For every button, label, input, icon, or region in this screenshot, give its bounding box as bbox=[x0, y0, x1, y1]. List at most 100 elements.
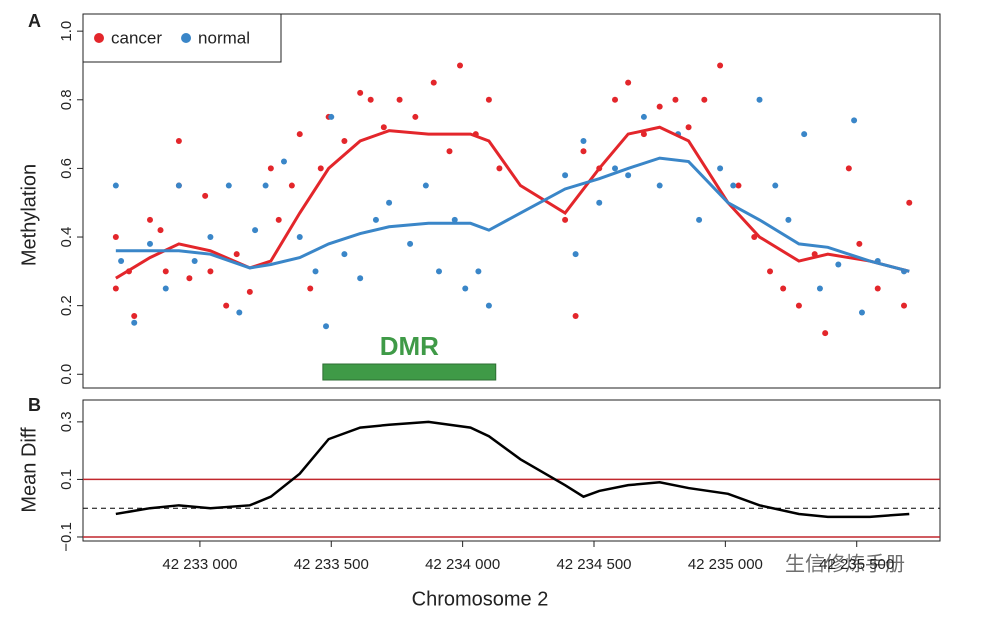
y-axis-title: Methylation bbox=[18, 164, 40, 266]
data-point bbox=[323, 323, 330, 330]
data-point bbox=[562, 216, 569, 223]
data-point bbox=[328, 113, 335, 120]
panel-label: B bbox=[28, 395, 41, 415]
data-point bbox=[380, 124, 387, 131]
data-point bbox=[207, 268, 214, 275]
legend-label: normal bbox=[198, 28, 250, 47]
data-point bbox=[451, 216, 458, 223]
data-point bbox=[475, 268, 482, 275]
data-point bbox=[767, 268, 774, 275]
data-point bbox=[735, 182, 742, 189]
data-point bbox=[372, 216, 379, 223]
x-tick-label: 42 233 000 bbox=[162, 556, 237, 573]
data-point bbox=[780, 285, 787, 292]
data-point bbox=[485, 96, 492, 103]
x-tick-label: 42 235 500 bbox=[819, 556, 894, 573]
data-point bbox=[131, 312, 138, 319]
data-point bbox=[191, 258, 198, 265]
data-point bbox=[901, 302, 908, 309]
data-point bbox=[462, 285, 469, 292]
data-point bbox=[672, 96, 679, 103]
data-point bbox=[146, 240, 153, 247]
data-point bbox=[162, 285, 169, 292]
data-point bbox=[816, 285, 823, 292]
data-point bbox=[572, 251, 579, 258]
data-point bbox=[696, 216, 703, 223]
data-point bbox=[457, 62, 464, 69]
x-tick-label: 42 235 000 bbox=[688, 556, 763, 573]
data-point bbox=[562, 172, 569, 179]
panel-label: A bbox=[28, 11, 41, 31]
data-point bbox=[296, 131, 303, 138]
data-point bbox=[858, 309, 865, 316]
x-tick-label: 42 234 500 bbox=[556, 556, 631, 573]
data-point bbox=[202, 192, 209, 199]
data-point bbox=[412, 113, 419, 120]
data-point bbox=[572, 312, 579, 319]
data-point bbox=[640, 131, 647, 138]
data-point bbox=[288, 182, 295, 189]
data-point bbox=[223, 302, 230, 309]
data-point bbox=[112, 182, 119, 189]
data-point bbox=[175, 182, 182, 189]
data-point bbox=[580, 137, 587, 144]
data-point bbox=[146, 216, 153, 223]
data-point bbox=[317, 165, 324, 172]
data-point bbox=[856, 240, 863, 247]
mean-diff-line bbox=[115, 420, 910, 519]
data-point bbox=[446, 148, 453, 155]
data-point bbox=[656, 103, 663, 110]
data-point bbox=[262, 182, 269, 189]
data-point bbox=[246, 288, 253, 295]
data-point bbox=[162, 268, 169, 275]
y-tick-label: 0.0 bbox=[58, 364, 75, 385]
data-point bbox=[656, 182, 663, 189]
data-point bbox=[422, 182, 429, 189]
data-point bbox=[685, 124, 692, 131]
y-tick-label: 0.4 bbox=[58, 227, 75, 248]
x-tick-label: 42 233 500 bbox=[294, 556, 369, 573]
data-point bbox=[835, 261, 842, 268]
watermark: 生信修炼手册 bbox=[785, 552, 905, 575]
data-point bbox=[430, 79, 437, 86]
data-point bbox=[717, 62, 724, 69]
data-point bbox=[112, 234, 119, 241]
data-point bbox=[851, 117, 858, 124]
data-point bbox=[341, 251, 348, 258]
data-point bbox=[717, 165, 724, 172]
data-point bbox=[874, 285, 881, 292]
x-axis-title: Chromosome 2 bbox=[412, 588, 549, 610]
x-tick-label: 42 234 000 bbox=[425, 556, 500, 573]
data-point bbox=[296, 234, 303, 241]
y-tick-label: 0.1 bbox=[58, 469, 75, 490]
data-point bbox=[157, 227, 164, 234]
data-point bbox=[267, 165, 274, 172]
y-tick-label: 0.8 bbox=[58, 89, 75, 110]
data-point bbox=[822, 330, 829, 337]
data-point bbox=[396, 96, 403, 103]
data-point bbox=[785, 216, 792, 223]
data-point bbox=[906, 199, 913, 206]
dmr-bar bbox=[322, 363, 497, 381]
y-tick-label: 1.0 bbox=[58, 21, 75, 42]
data-point bbox=[341, 137, 348, 144]
data-point bbox=[275, 216, 282, 223]
data-point bbox=[845, 165, 852, 172]
data-point bbox=[252, 227, 259, 234]
data-point bbox=[485, 302, 492, 309]
data-point bbox=[596, 199, 603, 206]
data-point bbox=[357, 89, 364, 96]
data-point bbox=[207, 234, 214, 241]
data-point bbox=[307, 285, 314, 292]
data-point bbox=[175, 137, 182, 144]
data-point bbox=[118, 258, 125, 265]
data-point bbox=[386, 199, 393, 206]
data-point bbox=[751, 234, 758, 241]
legend-marker bbox=[94, 33, 104, 43]
data-point bbox=[312, 268, 319, 275]
data-point bbox=[496, 165, 503, 172]
dmr-label: DMR bbox=[380, 331, 439, 361]
data-point bbox=[625, 79, 632, 86]
data-point bbox=[756, 96, 763, 103]
